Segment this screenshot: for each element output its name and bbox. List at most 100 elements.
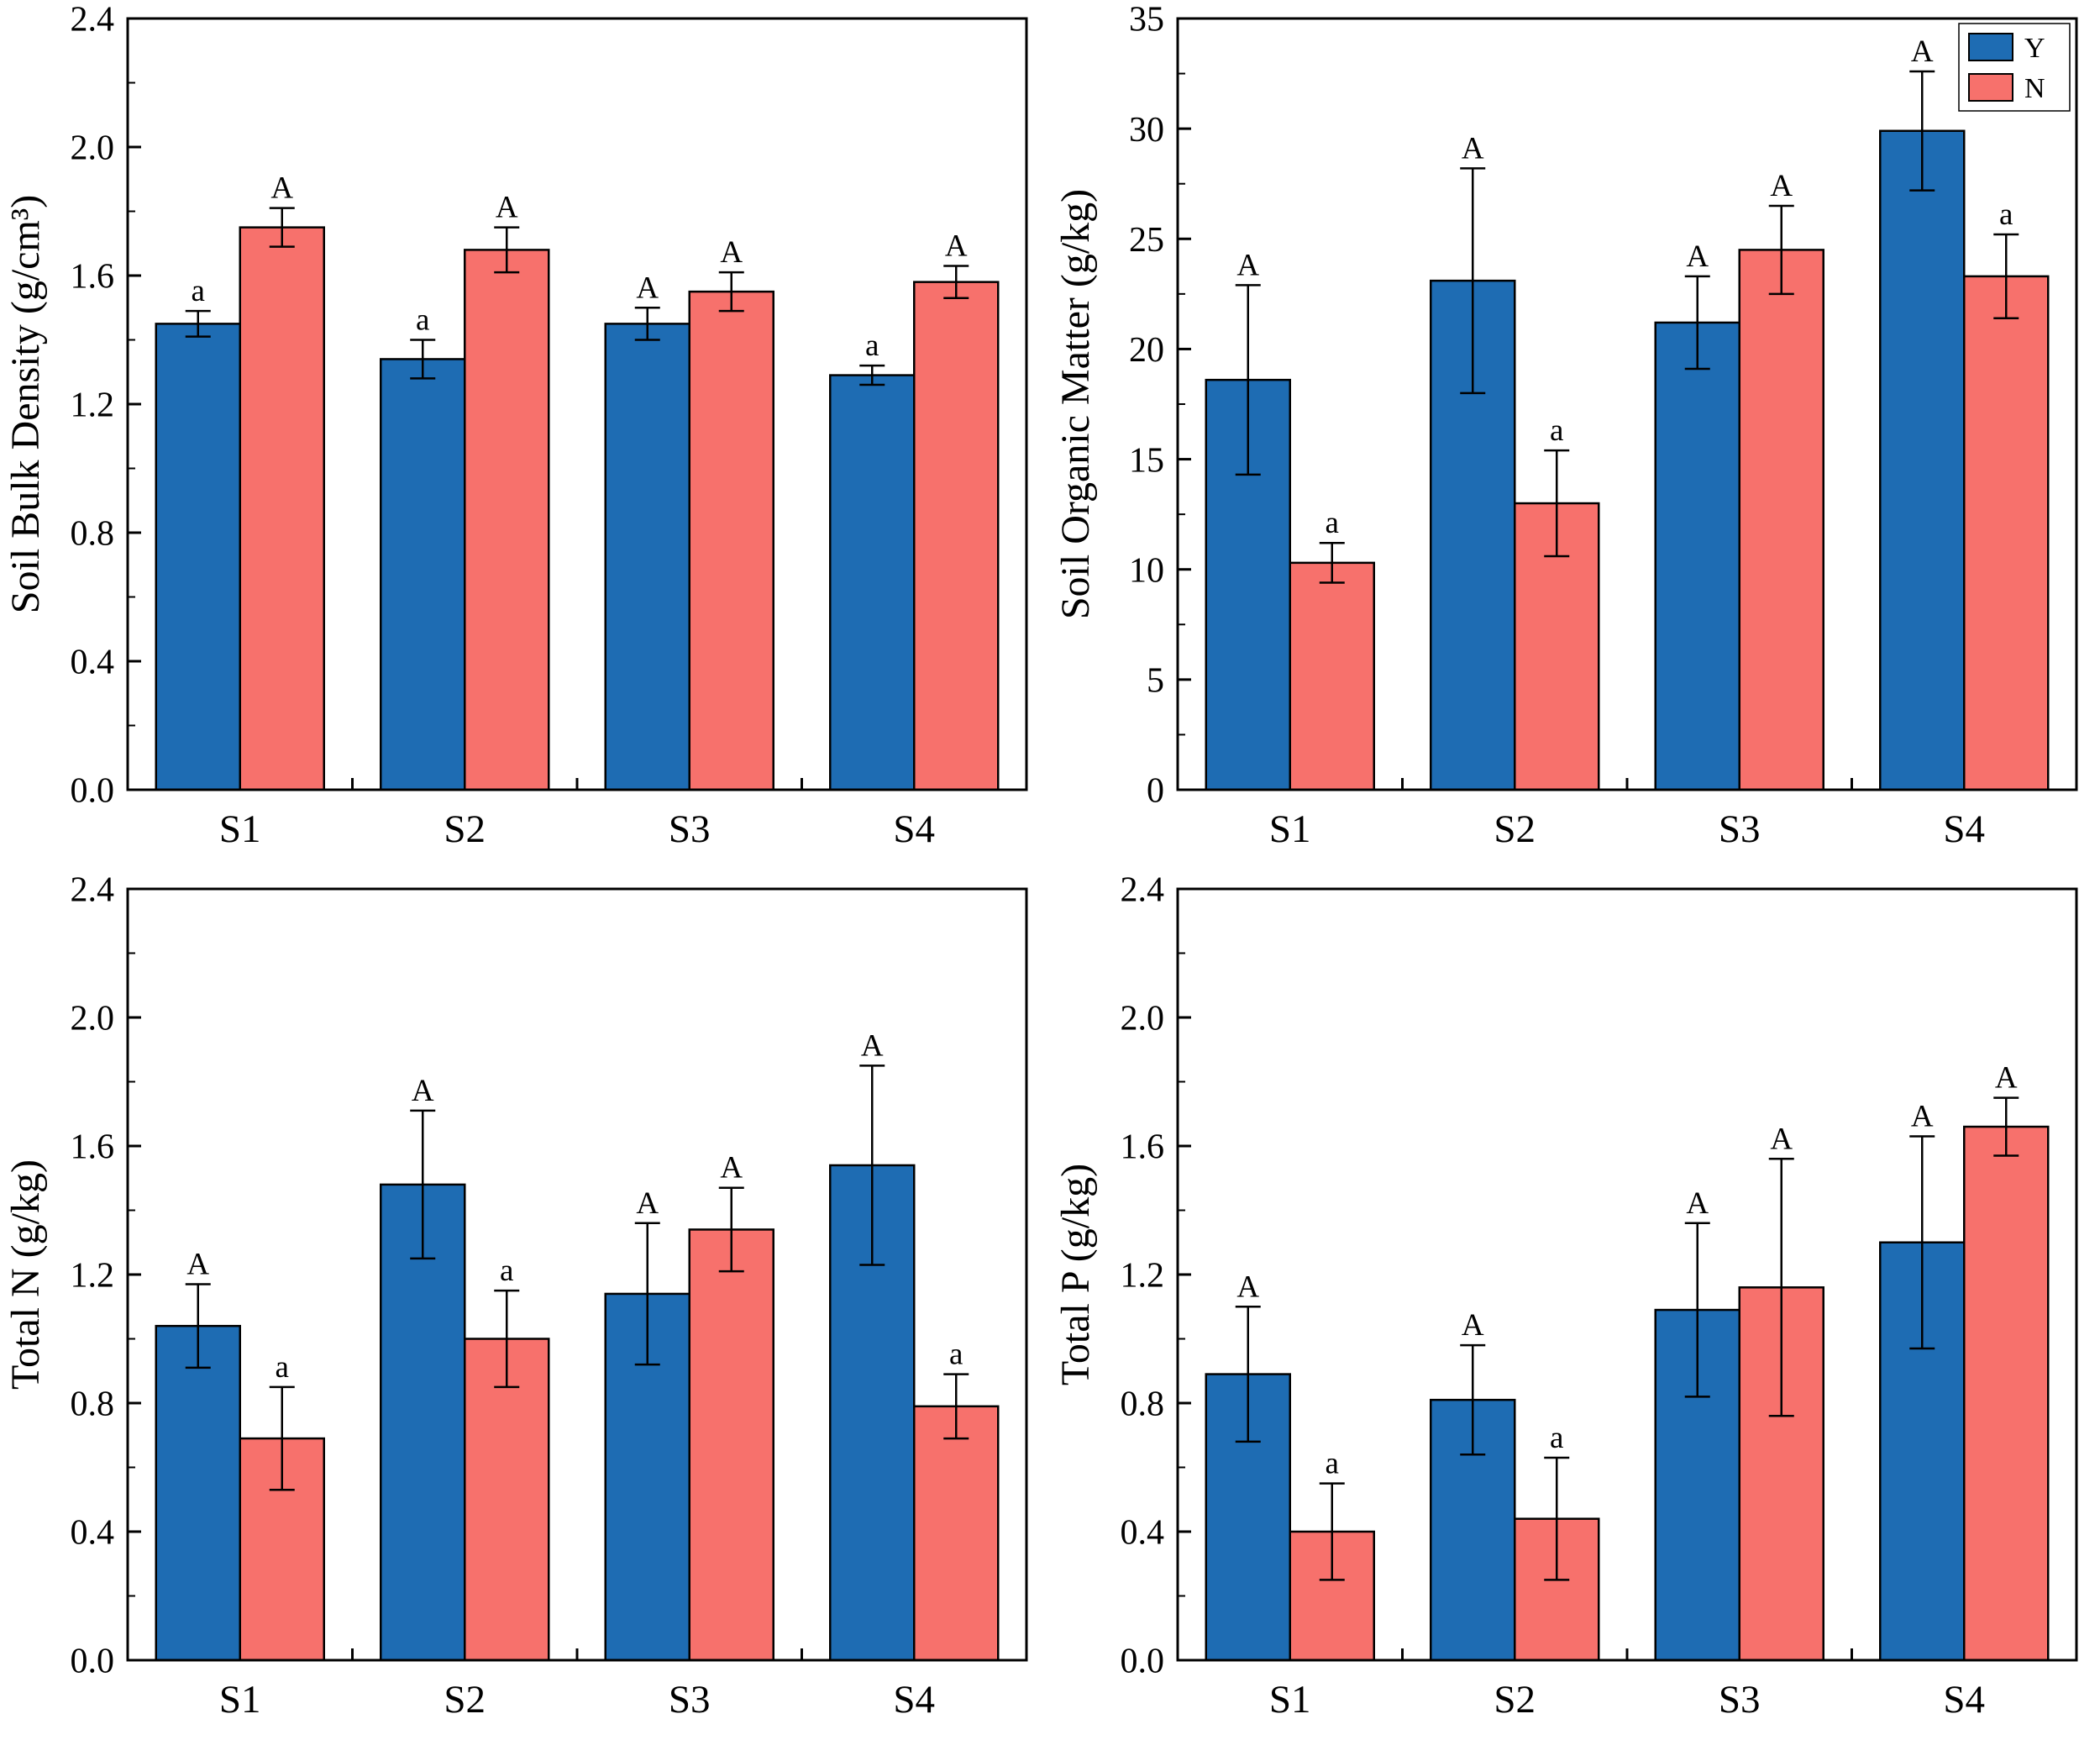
x-category-label: S3 [669,807,711,851]
bar-n-s3 [1738,1286,1824,1662]
x-category-label: S4 [893,1678,935,1722]
significance-letter: a [1326,1447,1339,1481]
significance-letter: A [1911,1100,1934,1134]
y-tick-label: 2.0 [71,129,115,168]
significance-letter: A [1770,169,1793,203]
panel-soil-bulk-density: a A S1 a A S2 A A S3 a A S4 0.0 0.4 0.8 1.2 1.6 2.0 2.4 Soi… [0,0,1050,870]
bar-y-s3 [604,323,690,791]
y-axis-title: Soil Organic Matter (g/kg) [1053,189,1098,619]
bar-n-s3 [688,1228,774,1662]
y-tick-label: 1.6 [1121,1128,1165,1167]
y-tick-label: 0.4 [1121,1514,1165,1553]
significance-letter: A [412,1074,434,1108]
bar-y-s4 [1879,129,1966,791]
bar-n-s3 [1738,249,1824,791]
y-tick-label: 2.4 [1121,871,1165,910]
y-tick-label: 1.2 [1121,1257,1165,1296]
significance-letter: A [1462,1308,1484,1343]
y-tick-label: 2.0 [1121,1000,1165,1038]
chart-total-p: Aa S1 Aa S2 A A S3 A A S4 0.0 0.4 0.8 1.2 1.6 2.0 2.4 Tot… [1053,871,2078,1722]
bar-n-s1 [1289,561,1375,791]
significance-letter: a [416,303,429,338]
bar-y-s1 [155,1324,241,1662]
legend-swatch-n [1968,73,2013,102]
y-tick-label: 1.2 [71,386,115,425]
bar-y-s2 [380,1183,466,1662]
significance-letter: a [276,1350,289,1385]
significance-letter: A [270,171,293,206]
y-tick-label: 25 [1129,221,1164,260]
x-category-label: S2 [444,807,486,851]
bar-y-s3 [1654,321,1740,791]
significance-letter: A [720,235,743,270]
significance-letter: A [186,1247,209,1281]
x-category-label: S2 [1494,807,1536,851]
significance-letter: A [636,1186,659,1221]
chart-total-n: Aa S1 Aa S2 A A S3 Aa S4 0.0 0.4 0.8 1.2 1.6 2.0 2.4 Tot… [3,871,1028,1722]
bar-n-s3 [688,290,774,791]
x-category-label: S4 [1943,1678,1985,1722]
significance-letter: a [192,274,205,308]
bar-n-s2 [464,249,550,791]
significance-letter: A [945,229,968,264]
significance-letter: A [1462,131,1484,166]
bar-y-s1 [155,323,241,791]
y-tick-label: 10 [1129,551,1164,590]
y-axis-title: Total P (g/kg) [1053,1164,1098,1385]
significance-letter: A [1911,34,1934,69]
x-category-label: S1 [1269,807,1311,851]
x-category-label: S1 [219,1678,261,1722]
significance-letter: A [1995,1061,2018,1096]
significance-letter: A [1686,1186,1709,1221]
legend-label-n: N [2024,73,2045,104]
significance-letter: a [865,329,879,363]
bar-n-s4 [913,281,1000,791]
significance-letter: A [1770,1122,1793,1156]
y-tick-label: 35 [1129,1,1164,39]
y-tick-label: 0.0 [1121,1643,1165,1681]
y-tick-label: 1.6 [71,1128,115,1167]
y-tick-label: 0 [1147,772,1164,811]
legend-label-y: Y [2024,33,2045,64]
y-tick-label: 20 [1129,331,1164,370]
x-category-label: S4 [1943,807,1985,851]
y-tick-label: 15 [1129,441,1164,480]
x-category-label: S3 [1719,1678,1761,1722]
significance-letter: a [1550,1421,1563,1455]
significance-letter: a [1326,506,1339,540]
x-category-label: S1 [219,807,261,851]
y-tick-label: 0.8 [1121,1385,1165,1424]
bar-n-s4 [913,1405,1000,1662]
bar-y-s2 [380,358,466,791]
significance-letter: A [636,271,659,305]
y-tick-label: 2.4 [71,871,115,910]
y-tick-label: 0.0 [71,1643,115,1681]
significance-letter: A [496,191,518,225]
y-tick-label: 2.4 [71,1,115,39]
x-category-label: S3 [669,1678,711,1722]
x-category-label: S2 [444,1678,486,1722]
bar-n-s4 [1963,275,2050,791]
y-tick-label: 0.4 [71,1514,115,1553]
legend-swatch-y [1968,33,2013,61]
bar-n-s1 [239,226,325,791]
bar-y-s4 [829,374,916,791]
significance-letter: a [949,1338,963,1372]
significance-letter: a [1999,197,2013,232]
y-axis-title: Total N (g/kg) [3,1159,48,1390]
y-tick-label: 0.4 [71,644,115,682]
y-tick-label: 30 [1129,111,1164,150]
y-tick-label: 1.6 [71,258,115,297]
significance-letter: a [1550,413,1563,448]
y-tick-label: 0.8 [71,1385,115,1424]
x-category-label: S1 [1269,1678,1311,1722]
y-tick-label: 5 [1147,662,1164,701]
y-tick-label: 0.0 [71,772,115,811]
x-category-label: S3 [1719,807,1761,851]
x-category-label: S4 [893,807,935,851]
significance-letter: A [1236,1270,1259,1304]
